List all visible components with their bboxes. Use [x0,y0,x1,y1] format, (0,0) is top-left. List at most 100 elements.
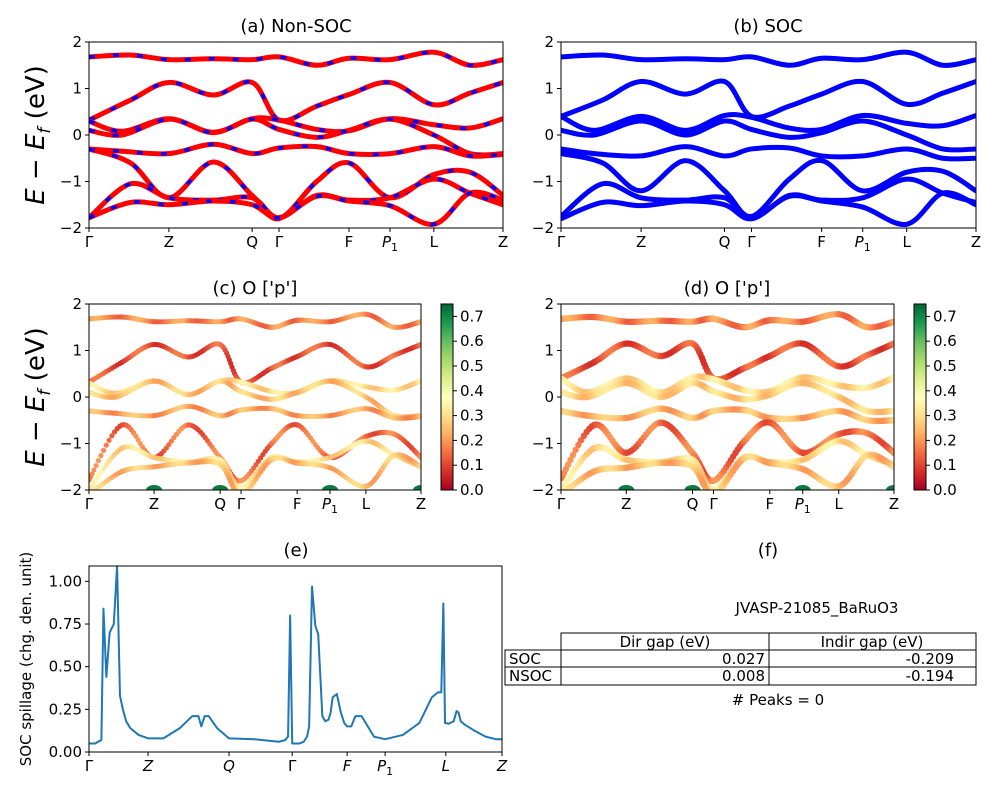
band-point [232,487,238,490]
colorbar-tick-label: 0.7 [933,307,957,325]
axes-frame-e [88,565,503,753]
band-point [418,464,421,470]
material-label: JVASP-21085_BaRuO3 [735,599,899,618]
band-point [618,485,635,490]
colorbar-tick-label: 0.2 [933,431,957,449]
band-line-band1 [89,49,503,68]
band-point [890,463,894,470]
ytick-label: −1 [60,173,82,191]
xtick-label: F [343,757,352,775]
band-point [93,462,99,469]
xtick-label: Γ [747,233,756,251]
colorbar-tick-label: 0.7 [460,307,484,325]
band-line-band5 [89,141,503,159]
xtick-label: L [430,233,439,251]
xtick-label: P1 [795,495,811,516]
ytick-label: 2 [72,33,82,51]
xtick-label: Z [889,495,899,513]
xtick-label: L [903,233,912,251]
band-line-band8 [561,190,976,227]
band-line-overlay-band8 [89,190,503,227]
ytick-label: 0.75 [49,615,82,633]
xtick-label: L [442,757,450,775]
ytick-label: 1 [544,80,554,98]
plot-area-d [561,310,894,490]
colorbar-tick-label: 0.6 [460,332,484,350]
band-point [684,485,701,490]
table-row [504,666,977,686]
band-point [564,461,572,468]
colorbar-tick-label: 0.3 [460,407,484,425]
band-point [886,485,894,490]
ytick-label: 1 [72,80,82,98]
band-point [103,442,109,448]
band-line-overlay-band5 [89,142,503,159]
panel-e-title: (e) [283,540,308,561]
cell-soc-dir: 0.027 [722,650,765,668]
xtick-label: Z [621,495,631,513]
band-point [418,341,421,348]
band-line-band1 [561,49,976,68]
xtick-label: Z [636,233,646,251]
ylabel-a: E − Ef (eV) [21,65,55,205]
band-line-overlay-band6 [89,147,503,221]
colorbar-tick-label: 0.5 [933,357,957,375]
panel-c-title: (c) O ['p'] [213,278,298,299]
band-point [890,449,894,456]
xtick-label: Γ [557,495,566,513]
panel-b-title: (b) SOC [733,16,802,37]
band-line-overlay-band2 [89,80,503,123]
panel-a-title: (a) Non-SOC [240,16,351,37]
band-point [95,473,102,479]
row-label-nsoc: NSOC [509,667,552,685]
xtick-label: Γ [237,495,246,513]
ytick-label: 0 [72,126,82,144]
ytick-label: 0 [72,388,82,406]
band-line-band4 [561,118,976,153]
gap-table: JVASP-21085_BaRuO3 Dir gap (eV) Indir ga… [504,599,977,709]
band-point [212,485,229,490]
band-point [890,407,894,415]
ytick-label: 2 [544,295,554,313]
band-point [418,378,421,384]
band-point [101,447,107,453]
xtick-label: Z [416,495,426,513]
svg-text:E − Ef (eV): E − Ef (eV) [21,65,55,205]
band-point [567,456,574,464]
panel-d-title: (d) O ['p'] [684,278,770,299]
band-point [890,340,894,347]
ytick-label: −1 [532,435,554,453]
ytick-label: 2 [72,295,82,313]
band-point [98,469,104,475]
xtick-label: P1 [855,233,871,254]
xtick-label: Q [214,495,226,513]
xtick-label: Z [498,233,508,251]
xtick-label: Z [496,757,508,775]
col-header-dir-gap: Dir gap (eV) [620,633,711,651]
colorbar-tick-label: 0.4 [933,382,957,400]
spillage-line [89,566,502,745]
xtick-label: L [835,495,844,513]
xtick-label: Q [246,233,258,251]
xtick-label: Q [687,495,699,513]
band-point [890,417,894,424]
xtick-label: Z [164,233,174,251]
ylabel-e: SOC spillage (chg. den. unit) [17,552,35,767]
xtick-label: Z [142,757,154,775]
svg-text:E − Ef (eV): E − Ef (eV) [21,327,55,467]
band-point [146,485,163,490]
ytick-label: 1 [72,342,82,360]
band-point [98,452,104,459]
xtick-label: F [765,495,774,513]
band-line-band5 [561,144,976,162]
colorbar-ticks: 0.0 0.1 0.2 0.3 0.4 0.5 0.6 0.7 0.0 0.1 0.2 0.3 0.4 0… [453,307,957,499]
ytick-label: 1 [544,342,554,360]
band-point [91,467,97,473]
colorbar-tick-label: 0.3 [933,407,957,425]
colorbar-c [440,303,454,491]
band-line-overlay-band3 [89,116,503,134]
plot-area-a [89,49,503,227]
band-point [569,451,577,459]
